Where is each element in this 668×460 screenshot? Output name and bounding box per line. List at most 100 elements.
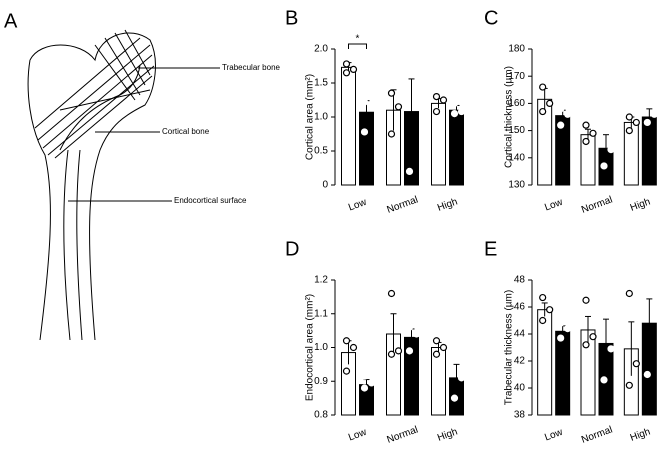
x-tick-label: Low <box>543 427 565 444</box>
y-tick-label: 1.0 <box>314 342 328 353</box>
y-tick-label: 48 <box>514 275 526 286</box>
data-point <box>450 394 459 402</box>
data-point <box>625 289 633 298</box>
y-axis-label: Endocortical area (mm²) <box>305 294 316 401</box>
y-tick-label: 40 <box>514 383 526 394</box>
data-point <box>643 118 651 127</box>
data-point <box>539 83 547 91</box>
data-point <box>387 89 396 97</box>
y-tick-label: 44 <box>514 329 526 340</box>
y-tick-label: 1.0 <box>314 112 328 123</box>
data-point <box>625 381 633 389</box>
panel-label: D <box>285 238 299 260</box>
cortex-line <box>76 149 83 341</box>
data-point <box>450 352 459 360</box>
data-point <box>632 360 640 368</box>
data-point <box>387 350 396 358</box>
bar <box>537 309 553 416</box>
data-point <box>607 146 615 154</box>
bar <box>449 109 464 186</box>
y-axis-label: Cortical area (mm²) <box>305 74 316 160</box>
data-point <box>643 97 651 105</box>
data-point <box>405 167 414 175</box>
data-point <box>600 162 608 170</box>
data-point <box>625 113 633 121</box>
data-point <box>557 334 565 342</box>
diagram-label: Endocortical surface <box>174 196 247 205</box>
y-tick-label: 46 <box>514 302 526 313</box>
x-tick-label: High <box>629 196 652 213</box>
data-point <box>360 128 369 136</box>
data-point <box>360 98 369 106</box>
data-point <box>405 50 414 59</box>
bar <box>555 330 571 416</box>
data-point <box>650 110 658 118</box>
data-point <box>632 118 640 127</box>
y-tick-label: 42 <box>514 356 526 367</box>
y-tick-label: 140 <box>508 152 525 163</box>
x-tick-label: Normal <box>386 194 420 215</box>
data-point <box>394 347 403 355</box>
data-point <box>457 374 466 382</box>
data-point <box>643 370 651 379</box>
data-point <box>600 376 608 384</box>
x-tick-label: Normal <box>580 424 614 445</box>
data-point <box>582 296 590 304</box>
data-point <box>600 124 608 132</box>
data-point <box>432 350 441 358</box>
data-point <box>643 287 651 295</box>
panel-label: E <box>484 238 497 260</box>
y-tick-label: 160 <box>508 98 525 109</box>
data-point <box>360 384 369 392</box>
significance-bracket <box>348 43 367 49</box>
data-point <box>349 343 358 352</box>
femur-diagram: A Trabecular bone Cortical bone Endocort… <box>4 10 281 341</box>
trabecular-lines <box>34 29 155 159</box>
y-tick-label: 0.9 <box>314 376 328 387</box>
y-tick-label: 2.0 <box>314 44 328 55</box>
cortex-line <box>63 149 71 341</box>
panel-label: A <box>4 10 18 32</box>
y-tick-label: 150 <box>508 125 525 136</box>
data-point <box>557 121 565 129</box>
diagram-label: Trabecular bone <box>222 63 281 72</box>
data-point <box>600 291 608 299</box>
data-point <box>412 330 421 338</box>
femur-outline <box>29 32 156 341</box>
data-point <box>450 109 459 118</box>
x-tick-label: Normal <box>580 194 614 215</box>
x-tick-label: Low <box>543 197 565 214</box>
diagram-label: Cortical bone <box>162 127 210 136</box>
bar <box>431 102 446 186</box>
data-point <box>539 107 547 116</box>
data-point <box>450 99 459 108</box>
y-tick-label: 0.5 <box>314 146 328 157</box>
bar <box>431 347 446 416</box>
x-tick-label: Low <box>347 197 369 214</box>
data-point <box>412 103 421 111</box>
data-point <box>367 103 376 111</box>
data-point <box>539 293 547 302</box>
x-tick-label: Normal <box>386 424 420 445</box>
data-point <box>349 65 358 74</box>
y-tick-label: 180 <box>508 44 525 55</box>
data-point <box>342 367 351 375</box>
data-point <box>360 372 369 380</box>
y-tick-label: 1.1 <box>314 308 328 319</box>
data-point <box>546 99 554 108</box>
data-point <box>589 333 597 341</box>
bar <box>641 116 657 186</box>
data-point <box>625 127 633 135</box>
y-tick-label: 0 <box>322 180 328 191</box>
y-tick-label: 170 <box>508 71 525 82</box>
y-tick-label: 38 <box>514 410 526 421</box>
x-tick-label: High <box>629 426 652 443</box>
annotation: * <box>356 34 360 45</box>
data-point <box>432 337 441 345</box>
panel-label: C <box>484 7 498 29</box>
y-tick-label: 130 <box>508 180 525 191</box>
x-tick-label: High <box>436 426 459 443</box>
bar <box>341 66 356 186</box>
data-point <box>546 306 554 314</box>
